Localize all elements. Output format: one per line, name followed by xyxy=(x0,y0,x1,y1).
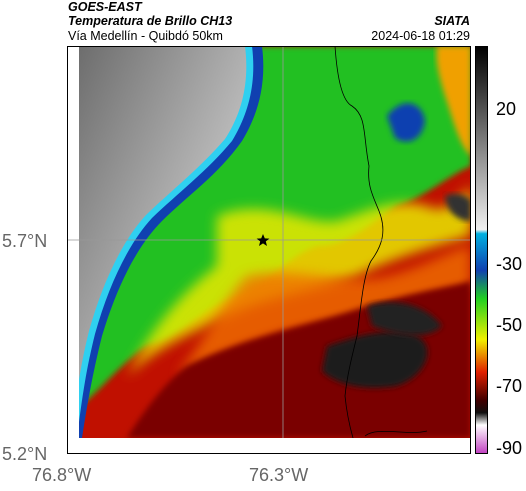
colorbar-tick-minus-90: -90 xyxy=(496,438,523,458)
warm-surface-zone xyxy=(71,46,247,438)
star-marker xyxy=(256,234,270,246)
colorbar-tick-minus-30: -30 xyxy=(496,254,523,274)
map-border xyxy=(67,46,471,454)
department-border xyxy=(334,46,384,438)
lat-label-5-2: 5.2°N xyxy=(2,444,48,464)
cold-core-3 xyxy=(445,193,471,221)
cold-core-2 xyxy=(367,302,442,336)
org-label: SIATA xyxy=(434,14,470,28)
satellite-title: GOES-EAST xyxy=(68,0,142,14)
colorbar-tick-20: 20 xyxy=(496,99,517,119)
route-subtitle: Vía Medellín - Quibdó 50km xyxy=(68,29,223,43)
colorbar-gradient xyxy=(475,46,488,454)
lon-label-76-3: 76.3°W xyxy=(249,465,309,485)
orange-top-right xyxy=(436,46,471,156)
border-segment xyxy=(364,430,428,437)
lat-label-5-7: 5.7°N xyxy=(2,231,48,251)
colorbar xyxy=(475,46,488,454)
colorbar-tick-minus-70: -70 xyxy=(496,376,523,396)
blue-cell xyxy=(387,103,425,142)
brightness-temperature-field xyxy=(67,46,471,454)
satellite-map xyxy=(67,46,471,454)
product-title: Temperatura de Brillo CH13 xyxy=(68,14,233,28)
map-left-margin xyxy=(67,46,79,438)
datetime-label: 2024-06-18 01:29 xyxy=(371,29,470,43)
colorbar-tick-minus-50: -50 xyxy=(496,315,523,335)
lon-label-76-8: 76.8°W xyxy=(32,465,92,485)
